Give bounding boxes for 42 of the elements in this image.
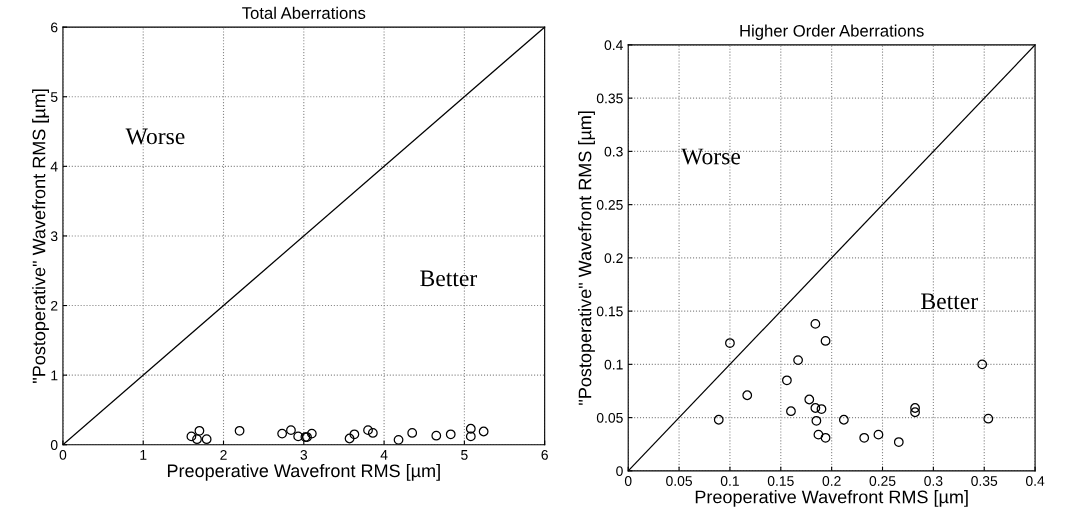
- x-tick-label: 6: [541, 449, 548, 460]
- x-tick-label: 0.3: [924, 476, 943, 486]
- y-tick-label: 0: [50, 440, 58, 450]
- x-tick-label: 0.2: [822, 476, 841, 486]
- x-tick-label: 0: [624, 476, 632, 486]
- x-tick-label: 0.05: [666, 476, 693, 486]
- y-tick-label: 5: [50, 92, 58, 102]
- y-tick-label: 0.35: [596, 93, 623, 104]
- x-tick-label: 0.15: [767, 476, 794, 486]
- x-axis-title: Preoperative Wavefront RMS [µm]: [695, 490, 968, 507]
- chart-title: Higher Order Aberrations: [740, 24, 924, 41]
- x-axis-title: Preoperative Wavefront RMS [µm]: [167, 463, 440, 481]
- y-tick-label: 0.25: [596, 199, 623, 210]
- y-tick-label: 0.4: [604, 40, 623, 51]
- x-tick-label: 4: [380, 450, 388, 460]
- x-tick-label: 0.35: [971, 476, 998, 486]
- x-tick-label: 2: [220, 449, 227, 460]
- y-tick-label: 1: [51, 370, 58, 381]
- x-tick-label: 0.25: [869, 476, 896, 486]
- annotation: Worse: [681, 148, 741, 165]
- x-tick-label: 5: [461, 450, 468, 460]
- y-tick-label: 6: [51, 22, 58, 33]
- annotation: Better: [420, 270, 478, 287]
- y-tick-label: 3: [50, 231, 58, 242]
- annotation: Better: [921, 293, 978, 310]
- y-tick-label: 0.2: [604, 253, 623, 264]
- y-tick-label: 0.1: [604, 359, 623, 370]
- y-tick-label: 0: [616, 466, 623, 477]
- y-tick-label: 0.05: [596, 412, 623, 423]
- chart-title: Total Aberrations: [242, 6, 366, 19]
- x-tick-label: 3: [300, 449, 308, 460]
- x-tick-label: 0.1: [720, 476, 739, 486]
- y-tick-label: 2: [51, 300, 58, 311]
- y-tick-label: 0.15: [596, 306, 623, 317]
- x-tick-label: 0.4: [1025, 476, 1045, 486]
- x-tick-label: 1: [140, 450, 147, 460]
- annotation: Worse: [125, 128, 185, 145]
- y-axis-title: "Postoperative" Wavefront RMS [µm]: [32, 89, 49, 383]
- x-tick-label: 0: [59, 449, 67, 460]
- y-tick-label: 0.3: [604, 146, 623, 157]
- y-axis-title: "Postoperative" Wavefront RMS [µm]: [578, 111, 595, 405]
- y-tick-label: 4: [50, 161, 58, 172]
